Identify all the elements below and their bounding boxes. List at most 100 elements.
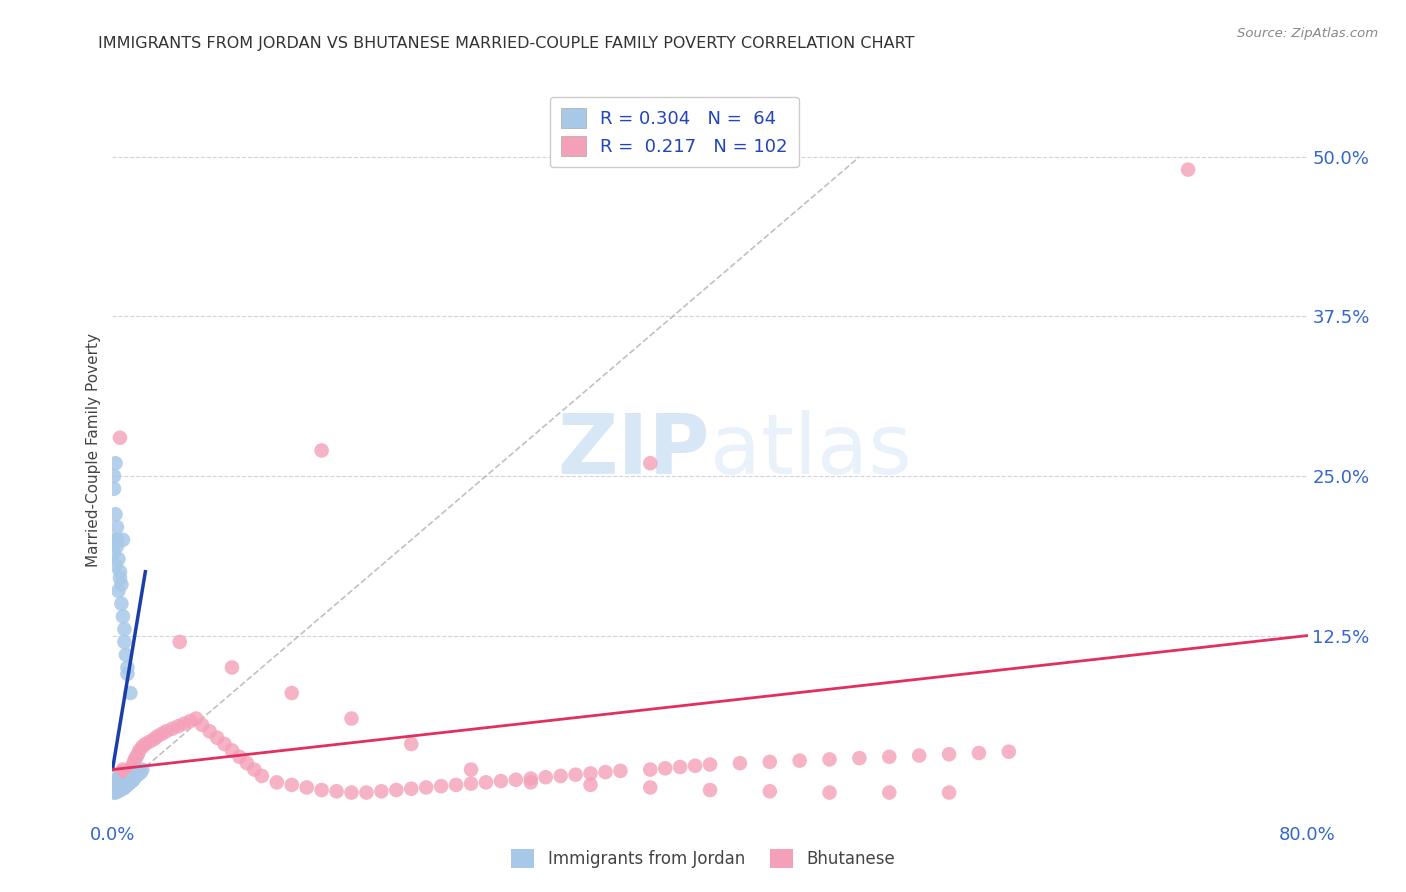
Point <box>340 712 363 726</box>
Point <box>311 443 333 458</box>
Point <box>114 780 135 795</box>
Point <box>221 660 243 674</box>
Point <box>115 772 138 787</box>
Point <box>127 767 149 781</box>
Point <box>759 784 782 798</box>
Point <box>131 763 153 777</box>
Point <box>266 775 288 789</box>
Point <box>460 763 482 777</box>
Point <box>114 622 135 636</box>
Point <box>938 786 960 800</box>
Point <box>110 781 132 796</box>
Point <box>139 734 162 748</box>
Point <box>108 431 131 445</box>
Point <box>325 784 347 798</box>
Point <box>281 686 304 700</box>
Text: atlas: atlas <box>710 410 911 491</box>
Legend: R = 0.304   N =  64, R =  0.217   N = 102: R = 0.304 N = 64, R = 0.217 N = 102 <box>550 96 799 168</box>
Point <box>111 763 134 777</box>
Point <box>150 727 173 741</box>
Point <box>186 712 208 726</box>
Point <box>311 783 333 797</box>
Point <box>111 609 134 624</box>
Point <box>173 716 195 731</box>
Point <box>108 783 131 797</box>
Point <box>104 558 127 573</box>
Point <box>520 775 543 789</box>
Point <box>908 748 931 763</box>
Point <box>818 752 841 766</box>
Point <box>115 648 138 662</box>
Point <box>105 520 128 534</box>
Point <box>117 778 139 792</box>
Point <box>214 737 236 751</box>
Point <box>127 747 149 762</box>
Text: Source: ZipAtlas.com: Source: ZipAtlas.com <box>1237 27 1378 40</box>
Point <box>789 754 811 768</box>
Point <box>228 749 250 764</box>
Point <box>107 784 129 798</box>
Point <box>579 778 602 792</box>
Point <box>110 779 132 793</box>
Legend: Immigrants from Jordan, Bhutanese: Immigrants from Jordan, Bhutanese <box>505 842 901 875</box>
Point <box>198 724 221 739</box>
Point <box>162 722 183 736</box>
Point <box>550 769 572 783</box>
Point <box>401 781 423 796</box>
Point <box>103 775 125 789</box>
Point <box>104 508 127 522</box>
Point <box>108 571 131 585</box>
Point <box>114 775 135 789</box>
Point <box>579 766 602 780</box>
Point <box>103 482 125 496</box>
Point <box>105 780 128 795</box>
Point <box>146 730 169 744</box>
Point <box>107 772 129 787</box>
Point <box>520 772 543 786</box>
Point <box>104 783 127 797</box>
Point <box>489 774 512 789</box>
Point <box>143 731 166 746</box>
Point <box>128 766 150 780</box>
Point <box>475 775 498 789</box>
Point <box>103 781 125 796</box>
Point <box>108 780 131 795</box>
Point <box>967 746 990 760</box>
Point <box>121 774 143 789</box>
Point <box>121 760 143 774</box>
Point <box>654 761 676 775</box>
Point <box>124 752 146 766</box>
Text: ZIP: ZIP <box>558 410 710 491</box>
Point <box>998 745 1021 759</box>
Point <box>117 769 139 783</box>
Point <box>236 756 259 771</box>
Point <box>444 778 467 792</box>
Point <box>221 743 243 757</box>
Point <box>110 577 132 591</box>
Point <box>155 724 177 739</box>
Point <box>699 783 721 797</box>
Point <box>108 565 131 579</box>
Point <box>205 731 228 745</box>
Point <box>879 749 901 764</box>
Point <box>848 751 870 765</box>
Point <box>460 776 482 791</box>
Point <box>104 784 127 798</box>
Point <box>118 765 141 780</box>
Point <box>103 778 125 792</box>
Point <box>124 770 146 784</box>
Point <box>117 660 139 674</box>
Point <box>114 635 135 649</box>
Point <box>110 779 132 793</box>
Point <box>340 786 363 800</box>
Point <box>356 786 378 800</box>
Point <box>105 783 128 797</box>
Point <box>128 743 150 757</box>
Point <box>120 763 142 777</box>
Point <box>111 778 134 792</box>
Point <box>640 763 662 777</box>
Point <box>564 767 586 781</box>
Point <box>415 780 437 795</box>
Point <box>125 769 148 783</box>
Point <box>129 765 152 780</box>
